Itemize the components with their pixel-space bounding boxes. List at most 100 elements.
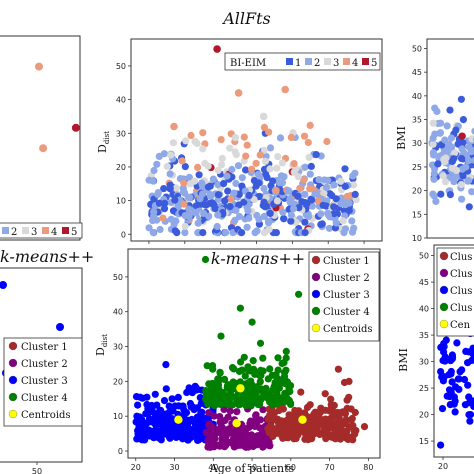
legend-br-marker-3 — [439, 302, 449, 312]
point-allfts-high — [218, 161, 226, 169]
point-allfts — [301, 229, 309, 237]
point-cluster-1 — [304, 436, 312, 444]
point-allfts — [245, 191, 253, 199]
point-cluster-3 — [141, 420, 150, 428]
point-cluster-3 — [184, 424, 192, 432]
point-allfts-high — [217, 136, 225, 144]
point-top-left — [39, 144, 48, 153]
point-bottom-right — [454, 375, 462, 383]
point-allfts — [266, 209, 274, 217]
point-allfts — [351, 190, 359, 198]
point-allfts — [260, 165, 269, 173]
xtick-bottom-center: 80 — [363, 463, 373, 472]
point-allfts — [153, 160, 161, 168]
point-cluster-4 — [239, 391, 247, 399]
point-cluster-1 — [360, 423, 369, 431]
title-bottom-left: k-means++ — [0, 247, 94, 266]
legend-label-1: 1 — [295, 58, 301, 69]
point-cluster-4 — [259, 354, 267, 362]
point-cluster-4 — [248, 318, 256, 326]
point-bottom-right — [453, 339, 461, 347]
point-allfts — [185, 173, 193, 181]
point-cluster-4 — [229, 378, 237, 386]
point-top-right — [447, 143, 456, 151]
point-allfts — [207, 192, 215, 201]
point-cluster-1 — [279, 434, 287, 442]
point-bottom-right — [466, 411, 474, 419]
point-allfts — [220, 180, 228, 188]
legend-top-left — [0, 222, 83, 239]
ytick-bottom-right: 15 — [419, 437, 429, 446]
ytick-bottom-right: 50 — [419, 252, 429, 261]
point-top-right — [429, 140, 437, 148]
point-allfts — [253, 211, 261, 219]
point-allfts — [240, 198, 248, 206]
point-cluster-2 — [226, 407, 234, 415]
point-top-right-outlier — [458, 132, 466, 140]
point-top-right — [429, 119, 437, 127]
point-allfts — [245, 214, 253, 222]
ytick-bottom-center: 40 — [113, 308, 123, 317]
point-bottom-right — [441, 357, 449, 365]
point-allfts — [260, 212, 268, 220]
point-cluster-1 — [335, 424, 343, 432]
point-allfts — [149, 177, 157, 185]
point-cluster-2 — [241, 427, 249, 435]
legend-bc-label-2: Cluster 3 — [323, 290, 370, 301]
point-cluster-4 — [295, 290, 303, 298]
point-cluster-1 — [343, 427, 351, 435]
point-cluster-2 — [204, 443, 212, 451]
point-cluster-4 — [221, 375, 229, 383]
point-allfts — [306, 170, 314, 178]
legend-bl-marker-1 — [8, 358, 18, 368]
ytick-top-right: 35 — [412, 116, 422, 125]
point-cluster-4 — [256, 378, 264, 386]
ylabel-bottom-right: BMI — [397, 348, 410, 372]
point-cluster-4 — [217, 400, 225, 408]
legend-bl-marker-2 — [8, 375, 18, 385]
legend-bl-label-2: Cluster 3 — [21, 376, 68, 387]
legend-br-marker-4 — [439, 319, 449, 329]
point-top-right — [436, 129, 444, 137]
point-allfts — [307, 162, 315, 170]
xtick-bottom-center: 20 — [131, 463, 141, 472]
point-cluster-1 — [347, 416, 356, 424]
point-allfts-high — [167, 151, 175, 159]
point-bottom-right — [452, 383, 460, 391]
point-allfts — [317, 220, 325, 229]
point-bottom-right — [448, 378, 456, 386]
point-allfts-high — [199, 145, 207, 153]
ytick-bottom-right: 45 — [419, 278, 429, 287]
point-top-right — [437, 190, 445, 198]
xtick-bottom-center: 50 — [247, 463, 257, 472]
ytick-top-right: 25 — [412, 163, 422, 172]
point-cluster-1 — [269, 432, 277, 440]
legend-bl-label-1: Cluster 2 — [21, 359, 68, 370]
point-allfts — [343, 192, 351, 200]
point-allfts-high — [305, 153, 313, 162]
point-allfts — [194, 229, 202, 237]
point-cluster-3 — [140, 426, 148, 434]
legend-br-label-2: Clus — [450, 286, 472, 297]
point-allfts — [178, 157, 186, 165]
point-allfts — [324, 176, 332, 184]
point-cluster-2 — [205, 437, 213, 445]
point-cluster-2 — [247, 438, 255, 446]
point-cluster-4 — [272, 371, 280, 379]
point-top-right — [441, 158, 449, 166]
point-cluster-3 — [162, 385, 170, 393]
point-top-right — [432, 197, 440, 205]
ytick-bottom-center: 0 — [118, 447, 123, 456]
point-cluster-1 — [336, 435, 344, 443]
point-cluster-4 — [224, 392, 233, 400]
point-cluster-4 — [282, 366, 290, 374]
point-cluster-3 — [189, 403, 197, 411]
point-cluster-1 — [315, 414, 324, 422]
point-allfts — [149, 229, 157, 237]
point-allfts — [181, 222, 189, 230]
point-allfts-outlier — [170, 122, 178, 131]
point-allfts — [185, 210, 193, 219]
legend-br-label-3: Clus — [450, 303, 472, 314]
point-allfts — [235, 201, 243, 209]
